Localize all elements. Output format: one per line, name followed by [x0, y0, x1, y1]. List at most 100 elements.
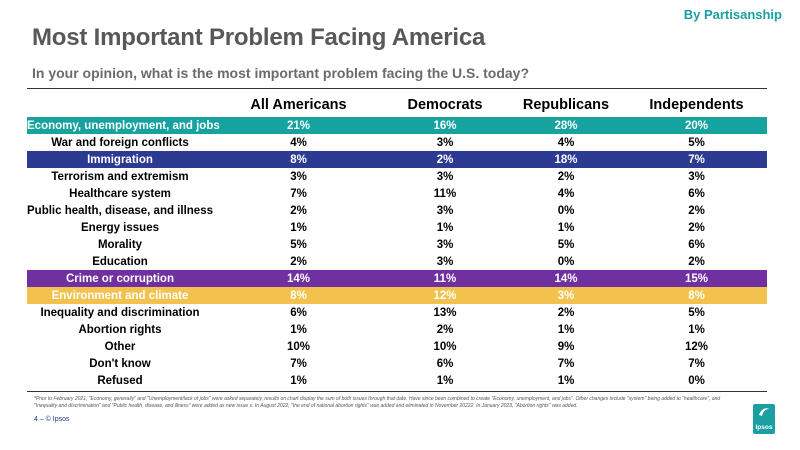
row-label: Don't know	[89, 357, 151, 370]
cell-value: 2%	[436, 153, 454, 166]
row-label: Healthcare system	[69, 187, 171, 200]
table-row: Economy, unemployment, and jobs 21% 16% 28%…	[27, 117, 767, 134]
row-label: Environment and climate	[51, 289, 189, 302]
cell-value: 14%	[286, 272, 311, 285]
table-row: Refused 1% 1% 1% 0%	[27, 372, 767, 389]
row-label: Immigration	[87, 153, 153, 166]
cell-value: 6%	[688, 238, 705, 251]
cell-value: 28%	[554, 119, 578, 132]
row-label: Public health, disease, and illness	[27, 204, 213, 217]
row-label: Crime or corruption	[66, 272, 174, 285]
table-row: War and foreign conflicts 4% 3% 4% 5%	[27, 134, 767, 151]
table-row: Immigration 8% 2% 18% 7%	[27, 151, 767, 168]
cell-value: 3%	[436, 238, 454, 251]
cell-value: 3%	[290, 170, 307, 183]
cell-value: 2%	[688, 204, 705, 217]
column-header-all-americans: All Americans	[250, 97, 347, 113]
cell-value: 5%	[688, 306, 705, 319]
cell-value: 1%	[290, 221, 307, 234]
cell-value: 1%	[290, 323, 307, 336]
cell-value: 6%	[688, 187, 705, 200]
table-row: Other 10% 10% 9% 12%	[27, 338, 767, 355]
cell-value: 11%	[433, 272, 457, 285]
cell-value: 6%	[290, 306, 307, 319]
cell-value: 7%	[688, 153, 705, 166]
table-row: Morality 5% 3% 5% 6%	[27, 236, 767, 253]
row-label: Energy issues	[81, 221, 159, 234]
cell-value: 2%	[557, 306, 575, 319]
table-body: Economy, unemployment, and jobs 21% 16% 28%…	[27, 117, 767, 389]
cell-value: 7%	[290, 187, 307, 200]
footnote: *Prior to February 2021, "Economy, gener…	[34, 396, 721, 409]
logo-swoosh-icon	[759, 408, 769, 416]
cell-value: 4%	[290, 136, 307, 149]
cell-value: 12%	[684, 340, 709, 353]
row-label: Inequality and discrimination	[40, 306, 200, 319]
row-label: Abortion rights	[78, 323, 162, 336]
table-row: Education 2% 3% 0% 2%	[27, 253, 767, 270]
row-label: Terrorism and extremism	[51, 170, 189, 183]
section-tag: By Partisanship	[683, 7, 782, 22]
cell-value: 21%	[286, 119, 311, 132]
table-row: Healthcare system 7% 11% 4% 6%	[27, 185, 767, 202]
cell-value: 1%	[290, 374, 307, 387]
column-header-independents: Independents	[649, 97, 744, 113]
results-table: All Americans Democrats Republicans Inde…	[27, 93, 767, 389]
cell-value: 9%	[557, 340, 575, 353]
page-title: Most Important Problem Facing America	[32, 24, 486, 51]
table-row: Environment and climate 8% 12% 3% 8%	[27, 287, 767, 304]
cell-value: 13%	[433, 306, 457, 319]
cell-value: 4%	[557, 136, 575, 149]
row-label: Education	[92, 255, 148, 268]
header-spacer	[27, 93, 213, 117]
table-row: Energy issues 1% 1% 1% 2%	[27, 219, 767, 236]
cell-value: 6%	[436, 357, 454, 370]
cell-value: 10%	[286, 340, 311, 353]
cell-value: 0%	[557, 255, 575, 268]
cell-value: 1%	[436, 374, 454, 387]
cell-value: 7%	[688, 357, 705, 370]
row-label: Economy, unemployment, and jobs	[27, 119, 220, 132]
table-bottom-rule	[27, 391, 767, 392]
column-header-republicans: Republicans	[522, 97, 610, 113]
cell-value: 3%	[436, 255, 454, 268]
cell-value: 2%	[688, 221, 705, 234]
cell-value: 15%	[684, 272, 709, 285]
cell-value: 11%	[433, 187, 457, 200]
ipsos-logo: Ipsos	[753, 404, 775, 434]
cell-value: 2%	[290, 204, 307, 217]
cell-value: 3%	[436, 170, 454, 183]
cell-value: 0%	[688, 374, 705, 387]
cell-value: 7%	[290, 357, 307, 370]
cell-value: 3%	[436, 136, 454, 149]
cell-value: 1%	[436, 221, 454, 234]
page-number: 4 – © Ipsos	[34, 416, 70, 423]
cell-value: 16%	[433, 119, 457, 132]
cell-value: 8%	[290, 153, 307, 166]
cell-value: 0%	[557, 204, 575, 217]
cell-value: 2%	[557, 170, 575, 183]
row-label: Other	[104, 340, 136, 353]
cell-value: 4%	[557, 187, 575, 200]
cell-value: 2%	[290, 255, 307, 268]
cell-value: 2%	[436, 323, 454, 336]
cell-value: 3%	[557, 289, 575, 302]
table-row: Public health, disease, and illness 2% 3% 0…	[27, 202, 767, 219]
cell-value: 1%	[557, 221, 575, 234]
cell-value: 14%	[554, 272, 578, 285]
cell-value: 1%	[688, 323, 705, 336]
cell-value: 12%	[433, 289, 457, 302]
table-row: Crime or corruption 14% 11% 14% 15%	[27, 270, 767, 287]
table-row: Terrorism and extremism 3% 3% 2% 3%	[27, 168, 767, 185]
cell-value: 5%	[557, 238, 575, 251]
page-subtitle: In your opinion, what is the most import…	[32, 65, 530, 81]
row-label: Refused	[97, 374, 143, 387]
cell-value: 8%	[688, 289, 705, 302]
cell-value: 1%	[557, 374, 575, 387]
table-header-row: All Americans Democrats Republicans Inde…	[27, 93, 767, 117]
cell-value: 3%	[436, 204, 454, 217]
row-label: Morality	[97, 238, 143, 251]
logo-text: Ipsos	[755, 424, 773, 431]
cell-value: 5%	[290, 238, 307, 251]
cell-value: 20%	[684, 119, 709, 132]
